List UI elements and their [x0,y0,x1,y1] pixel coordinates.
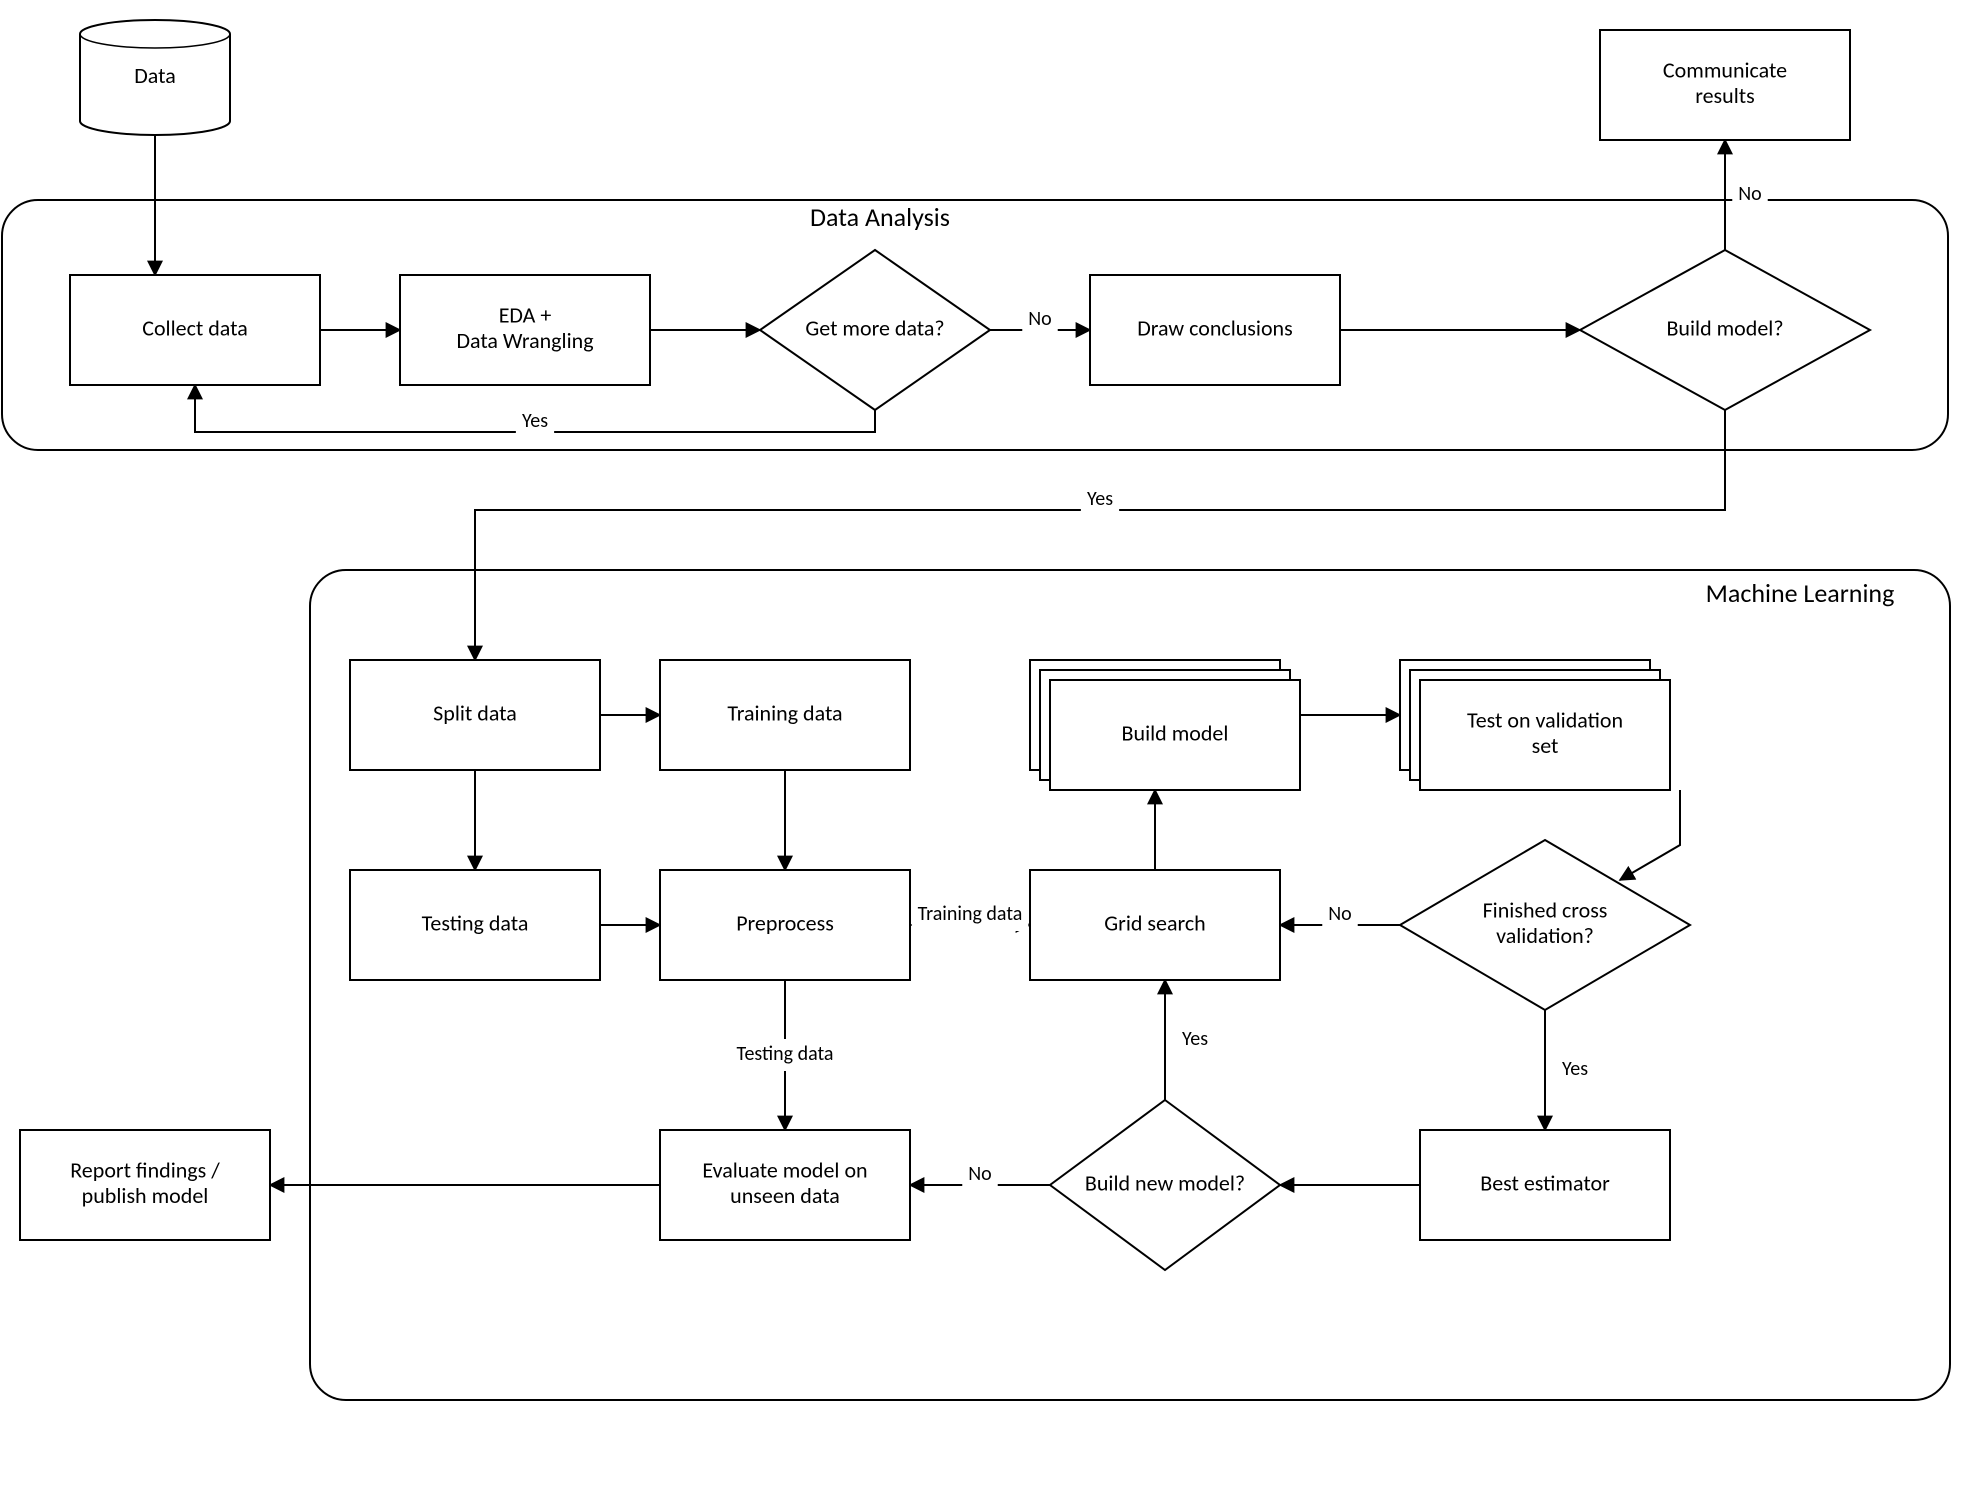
svg-text:No: No [1028,307,1051,331]
svg-text:Get more data?: Get more data? [805,314,944,341]
svg-text:unseen data: unseen data [730,1182,840,1209]
svg-text:Best estimator: Best estimator [1480,1169,1610,1196]
svg-text:Training data: Training data [727,699,842,726]
svg-text:Evaluate model on: Evaluate model on [702,1156,867,1183]
svg-text:Preprocess: Preprocess [736,909,834,936]
svg-text:Communicate: Communicate [1663,56,1787,83]
node-split: Split data [350,660,600,770]
svg-text:Build model?: Build model? [1666,314,1783,341]
section-title-machine-learning: Machine Learning [1706,577,1895,609]
svg-text:Training data: Training data [918,902,1023,926]
svg-text:Test on validation: Test on validation [1467,706,1623,733]
svg-text:Finished cross: Finished cross [1483,896,1608,923]
node-train_d: Training data [660,660,910,770]
svg-text:Testing data: Testing data [736,1042,833,1066]
svg-text:set: set [1532,732,1559,759]
svg-text:Data: Data [134,62,176,89]
svg-text:publish model: publish model [82,1182,209,1209]
svg-text:Yes: Yes [1562,1057,1588,1081]
node-eda: EDA +Data Wrangling [400,275,650,385]
svg-text:Report findings /: Report findings / [70,1156,220,1183]
node-test_d: Testing data [350,870,600,980]
node-test_val: Test on validationset [1400,660,1670,790]
svg-text:results: results [1695,82,1755,109]
node-comm: Communicateresults [1600,30,1850,140]
svg-text:Split data: Split data [433,699,517,726]
node-grid: Grid search [1030,870,1280,980]
node-best: Best estimator [1420,1130,1670,1240]
svg-text:Build new model?: Build new model? [1085,1169,1245,1196]
svg-text:Yes: Yes [522,409,548,433]
node-report: Report findings /publish model [20,1130,270,1240]
node-data_cyl: Data [80,20,230,135]
section-title-data-analysis: Data Analysis [810,201,950,233]
edge-preproc-grid-12: Training data [910,899,1030,931]
node-draw: Draw conclusions [1090,275,1340,385]
svg-text:Testing data: Testing data [422,909,529,936]
svg-text:Build model: Build model [1122,719,1229,746]
svg-text:EDA +: EDA + [499,301,552,328]
svg-text:Grid search: Grid search [1104,909,1205,936]
svg-text:Yes: Yes [1087,487,1113,511]
svg-text:No: No [1738,182,1761,206]
node-build_m: Build model [1030,660,1300,790]
svg-text:No: No [968,1162,991,1186]
svg-text:No: No [1328,902,1351,926]
svg-text:Collect data: Collect data [142,314,248,341]
node-eval: Evaluate model onunseen data [660,1130,910,1240]
svg-text:Draw conclusions: Draw conclusions [1137,314,1292,341]
svg-text:Data Wrangling: Data Wrangling [456,327,593,354]
node-collect: Collect data [70,275,320,385]
svg-text:validation?: validation? [1496,922,1594,949]
svg-text:Yes: Yes [1182,1027,1208,1051]
node-preproc: Preprocess [660,870,910,980]
